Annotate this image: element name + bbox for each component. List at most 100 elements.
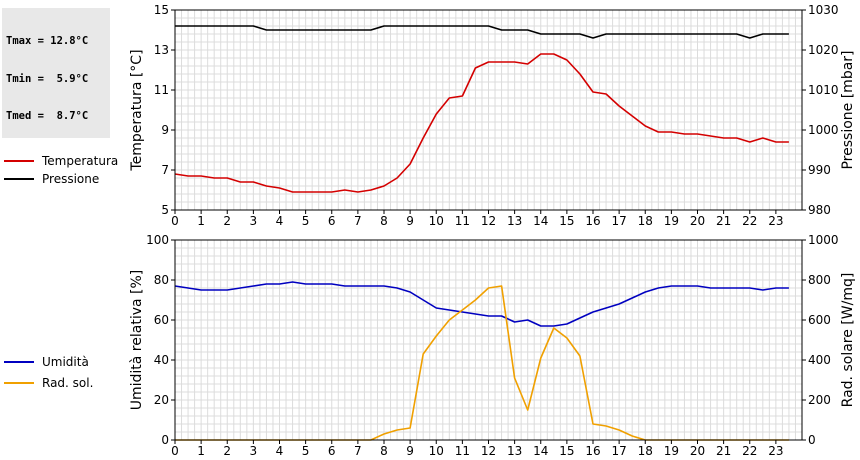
chart1-yright-tick-label: 980	[808, 203, 831, 217]
chart1-x-tick-label: 23	[768, 214, 783, 228]
chart1-x-tick-label: 21	[716, 214, 731, 228]
chart2-x-tick-label: 18	[638, 444, 653, 458]
chart1-series-2-line	[175, 25, 789, 39]
chart2-x-tick-label: 23	[768, 444, 783, 458]
chart2-yleft-tick-label: 20	[154, 393, 169, 407]
chart2-yright-tick-label: 1000	[808, 233, 839, 247]
chart2-x-tick-label: 4	[276, 444, 284, 458]
chart1-x-tick-label: 15	[559, 214, 574, 228]
legend-item-temperatura: Temperatura	[4, 152, 118, 170]
legend-label-umidita: Umidità	[42, 355, 89, 369]
chart2-x-tick-label: 14	[533, 444, 548, 458]
chart2-yleft-tick-label: 80	[154, 273, 169, 287]
chart2-panel: 0 1 2 3 4 5 6 7 8 9 10 11 12 13 14 15 16 17 18 19 20 21 22 2302…	[129, 233, 856, 458]
chart1-ylabel-left: Temperatura [°C]	[129, 49, 145, 171]
chart1-x-tick-label: 16	[585, 214, 600, 228]
legend-swatch-umidita	[4, 361, 34, 363]
chart1-x-tick-label: 1	[197, 214, 205, 228]
stats-tmed: Tmed = 8.7°C	[6, 110, 89, 122]
chart2-ylabel-right: Rad. solare [W/mq]	[840, 273, 856, 408]
chart1-panel: 0 1 2 3 4 5 6 7 8 9 10 11 12 13 14 15 16 17 18 19 20 21 22 2357…	[129, 3, 856, 228]
chart1-yright-tick-label: 1030	[808, 3, 839, 17]
chart1-x-tick-label: 7	[354, 214, 362, 228]
chart1-yleft-tick-label: 5	[161, 203, 169, 217]
legend-swatch-rad-sol	[4, 382, 34, 384]
legend-item-pressione: Pressione	[4, 170, 118, 188]
chart1-x-tick-label: 17	[611, 214, 626, 228]
chart1-x-tick-label: 3	[250, 214, 258, 228]
chart1-x-tick-label: 12	[481, 214, 496, 228]
chart2-x-tick-label: 12	[481, 444, 496, 458]
chart1-x-tick-label: 6	[328, 214, 336, 228]
chart2-x-tick-label: 10	[429, 444, 444, 458]
chart2-yright-tick-label: 600	[808, 313, 831, 327]
legend-swatch-temperatura	[4, 160, 34, 162]
chart2-yright-tick-label: 400	[808, 353, 831, 367]
chart1-ylabel-right: Pressione [mbar]	[840, 50, 856, 169]
chart2-x-tick-label: 3	[250, 444, 258, 458]
chart2-yleft-tick-label: 0	[161, 433, 169, 447]
chart2-x-tick-label: 13	[507, 444, 522, 458]
chart2-x-tick-label: 19	[664, 444, 679, 458]
chart1-x-tick-label: 9	[406, 214, 414, 228]
chart2-x-tick-label: 5	[302, 444, 310, 458]
chart1-x-tick-label: 5	[302, 214, 310, 228]
chart1-x-tick-label: 22	[742, 214, 757, 228]
chart1-yright-tick-label: 1000	[808, 123, 839, 137]
chart1-x-tick-label: 8	[380, 214, 388, 228]
chart1-yright-tick-label: 1020	[808, 43, 839, 57]
chart2-yleft-tick-label: 60	[154, 313, 169, 327]
legend-top: Temperatura Pressione	[4, 152, 118, 188]
stats-box: Tmax = 12.8°C Tmin = 5.9°C Tmed = 8.7°C	[2, 8, 110, 138]
legend-label-pressione: Pressione	[42, 172, 100, 186]
legend-label-rad-sol: Rad. sol.	[42, 376, 94, 390]
legend-label-temperatura: Temperatura	[42, 154, 119, 168]
chart1-x-tick-label: 0	[171, 214, 179, 228]
stats-tmin: Tmin = 5.9°C	[6, 72, 89, 85]
legend-item-umidita: Umidità	[4, 350, 93, 374]
chart2-yright-tick-label: 0	[808, 433, 816, 447]
chart2-x-tick-label: 8	[380, 444, 388, 458]
chart1-x-tick-label: 20	[690, 214, 705, 228]
chart2-x-tick-label: 20	[690, 444, 705, 458]
chart1-x-tick-label: 19	[664, 214, 679, 228]
chart1-yleft-tick-label: 13	[154, 43, 169, 57]
chart1-x-tick-label: 13	[507, 214, 522, 228]
chart2-x-tick-label: 2	[223, 444, 231, 458]
chart1-x-tick-label: 18	[638, 214, 653, 228]
chart2-x-tick-label: 6	[328, 444, 336, 458]
chart2-yright-tick-label: 800	[808, 273, 831, 287]
chart1-yleft-tick-label: 15	[154, 3, 169, 17]
chart1-x-tick-label: 14	[533, 214, 548, 228]
legend-swatch-pressione	[4, 178, 34, 180]
chart2-x-tick-label: 11	[455, 444, 470, 458]
chart2-yright-tick-label: 200	[808, 393, 831, 407]
chart2-x-tick-label: 22	[742, 444, 757, 458]
chart1-x-tick-label: 4	[276, 214, 284, 228]
chart2-x-tick-label: 16	[585, 444, 600, 458]
chart2-yleft-tick-label: 40	[154, 353, 169, 367]
chart2-series-1-line	[174, 281, 789, 327]
chart2-x-tick-label: 9	[406, 444, 414, 458]
chart2-x-tick-label: 1	[197, 444, 205, 458]
legend-item-rad-sol: Rad. sol.	[4, 374, 93, 392]
chart2-ylabel-left: Umidità relativa [%]	[129, 270, 145, 411]
chart2-x-tick-label: 0	[171, 444, 179, 458]
chart1-yleft-tick-label: 7	[161, 163, 169, 177]
chart2-x-tick-label: 15	[559, 444, 574, 458]
chart2-x-tick-label: 21	[716, 444, 731, 458]
stats-tmax: Tmax = 12.8°C	[6, 35, 89, 47]
chart1-yleft-tick-label: 11	[154, 83, 169, 97]
chart2-x-tick-label: 17	[611, 444, 626, 458]
chart1-x-tick-label: 2	[223, 214, 231, 228]
chart1-yright-tick-label: 990	[808, 163, 831, 177]
chart1-yleft-tick-label: 9	[161, 123, 169, 137]
chart1-x-tick-label: 10	[429, 214, 444, 228]
chart2-yleft-tick-label: 100	[146, 233, 169, 247]
chart1-series-1-line	[174, 53, 789, 193]
chart1-yright-tick-label: 1010	[808, 83, 839, 97]
chart1-x-tick-label: 11	[455, 214, 470, 228]
legend-bottom: Umidità Rad. sol.	[4, 350, 93, 392]
chart2-x-tick-label: 7	[354, 444, 362, 458]
